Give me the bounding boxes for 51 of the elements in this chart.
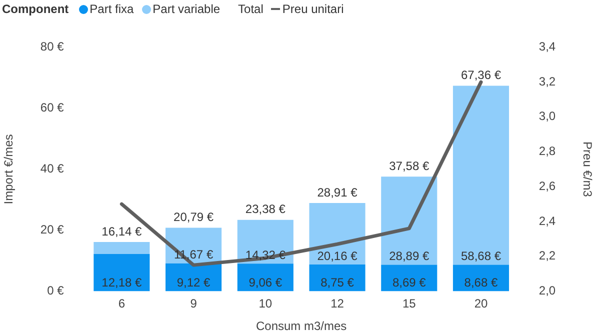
x-tick-label: 10	[258, 296, 272, 311]
total-label: 67,36 €	[460, 68, 502, 82]
total-label: 20,79 €	[174, 210, 214, 224]
y-tick-label: 0 €	[47, 284, 64, 298]
y2-axis-title: Preu €/m3	[580, 142, 594, 198]
total-label: 16,14 €	[102, 224, 142, 238]
x-tick-label: 9	[190, 296, 198, 311]
bar	[94, 242, 150, 254]
y2-tick-label: 3,2	[538, 74, 556, 88]
legend-title: Component	[2, 2, 69, 16]
bar	[452, 264, 510, 292]
data-label: 12,18 €	[102, 276, 142, 290]
bar	[309, 203, 366, 265]
y2-tick-label: 3,0	[538, 109, 556, 124]
y-axis-title: Import €/mes	[2, 134, 16, 204]
data-label: 9,06 €	[248, 276, 282, 290]
data-label: 8,69 €	[392, 276, 426, 290]
y2-tick-label: 2,2	[538, 248, 556, 263]
total-label: 23,38 €	[245, 202, 286, 216]
data-label: 20,16 €	[317, 248, 358, 263]
data-label: 28,89 €	[389, 249, 430, 264]
data-label: 8,68 €	[464, 276, 498, 290]
total-label: 37,58 €	[389, 158, 430, 173]
x-tick-label: 20	[474, 296, 488, 311]
data-label: 58,68 €	[460, 249, 502, 264]
text: Total	[238, 2, 264, 16]
legend-label: Preu unitari	[282, 2, 344, 16]
bar	[237, 264, 294, 292]
y2-tick-label: 2,8	[538, 144, 556, 158]
total-label: 28,91 €	[317, 185, 358, 200]
y2-tick-label: 2,6	[538, 178, 556, 193]
bar	[452, 86, 510, 265]
x-axis-title: Consum m3/mes	[256, 319, 347, 334]
y-tick-label: 20 €	[40, 222, 64, 237]
y-tick-label: 80 €	[40, 40, 64, 54]
x-tick-label: 12	[330, 296, 344, 311]
bar	[309, 264, 366, 292]
bar	[381, 176, 438, 265]
bar	[94, 254, 150, 292]
x-tick-label: 15	[402, 296, 416, 311]
y2-tick-label: 2,4	[538, 214, 556, 228]
y-tick-label: 60 €	[40, 100, 64, 115]
legend-label: Part fixa	[90, 2, 134, 16]
y-tick-label: 40 €	[40, 162, 64, 176]
y2-tick-label: 2,0	[538, 284, 556, 298]
x-tick-label: 6	[118, 296, 126, 311]
data-label: 9,12 €	[176, 276, 211, 290]
legend-label: Part variable	[152, 2, 220, 16]
bar	[381, 264, 438, 292]
data-label: 8,75 €	[320, 276, 354, 290]
y2-tick-label: 3,4	[538, 40, 556, 54]
